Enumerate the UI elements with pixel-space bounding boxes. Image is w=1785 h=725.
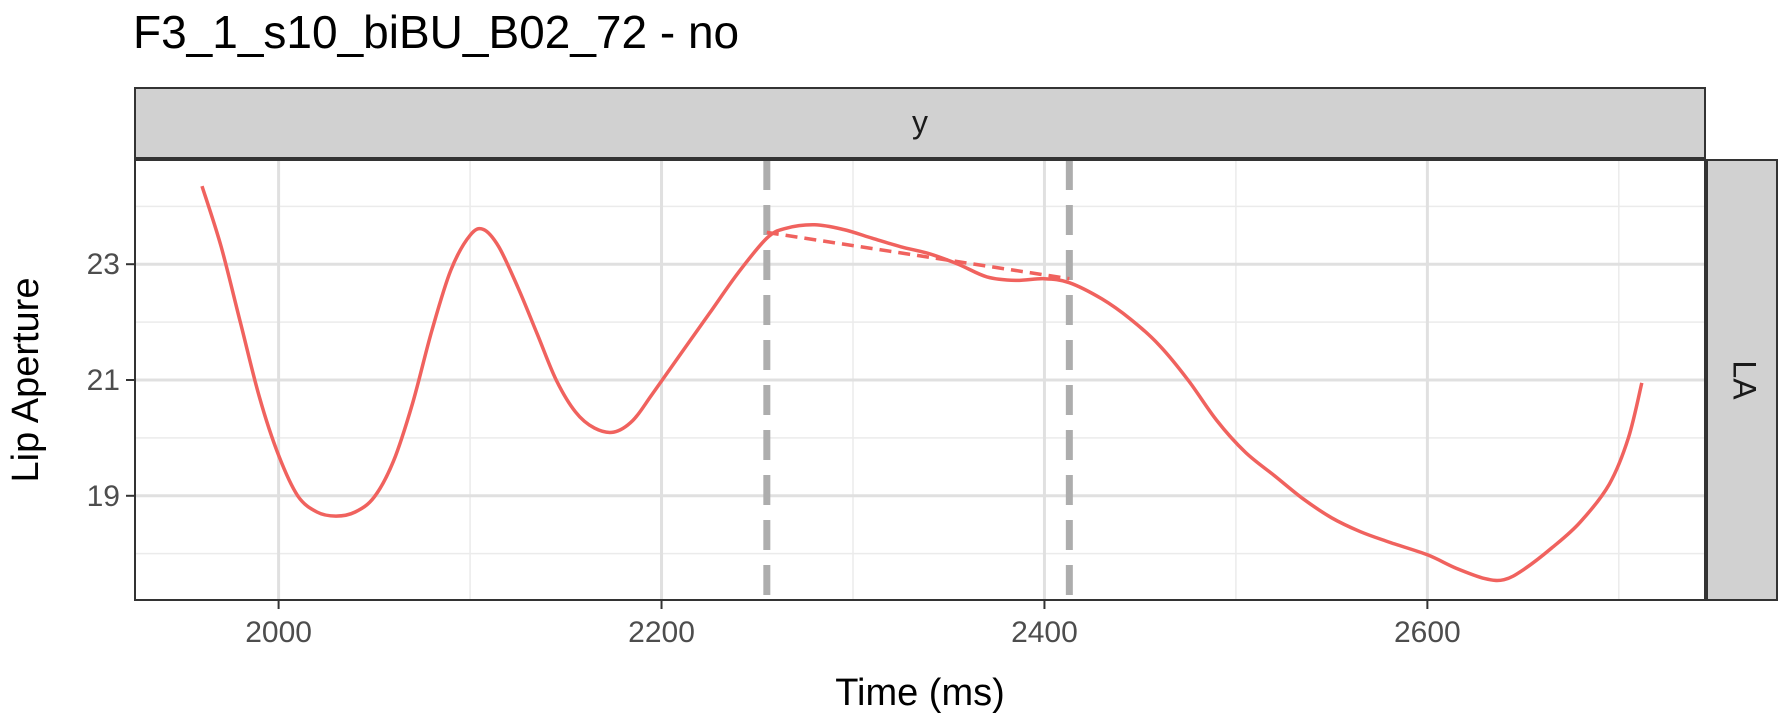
- y-tick-label: 21: [87, 364, 120, 397]
- grid-lines: [135, 160, 1705, 600]
- x-tick-label: 2200: [628, 616, 695, 649]
- right-strip-label: LA: [1727, 360, 1763, 400]
- top-strip: [134, 87, 1706, 159]
- x-tick-label: 2600: [1394, 616, 1461, 649]
- top-strip-label: y: [912, 104, 928, 140]
- y-tick-label: 19: [87, 480, 120, 513]
- x-axis-title: Time (ms): [835, 672, 1005, 714]
- x-tick-label: 2400: [1011, 616, 1078, 649]
- x-tick-label: 2000: [245, 616, 312, 649]
- dashed-series-line: [766, 230, 1070, 281]
- y-axis-title: Lip Aperture: [5, 278, 47, 483]
- y-tick-label: 23: [87, 248, 120, 281]
- solid-series-line: [200, 185, 1644, 583]
- axis-ticks: 2000 2200 2400 2600 19 21 23: [87, 248, 1461, 649]
- data-series: [200, 185, 1644, 583]
- right-strip: [1706, 159, 1778, 601]
- chart-title: F3_1_s10_biBU_B02_72 - no: [133, 6, 739, 58]
